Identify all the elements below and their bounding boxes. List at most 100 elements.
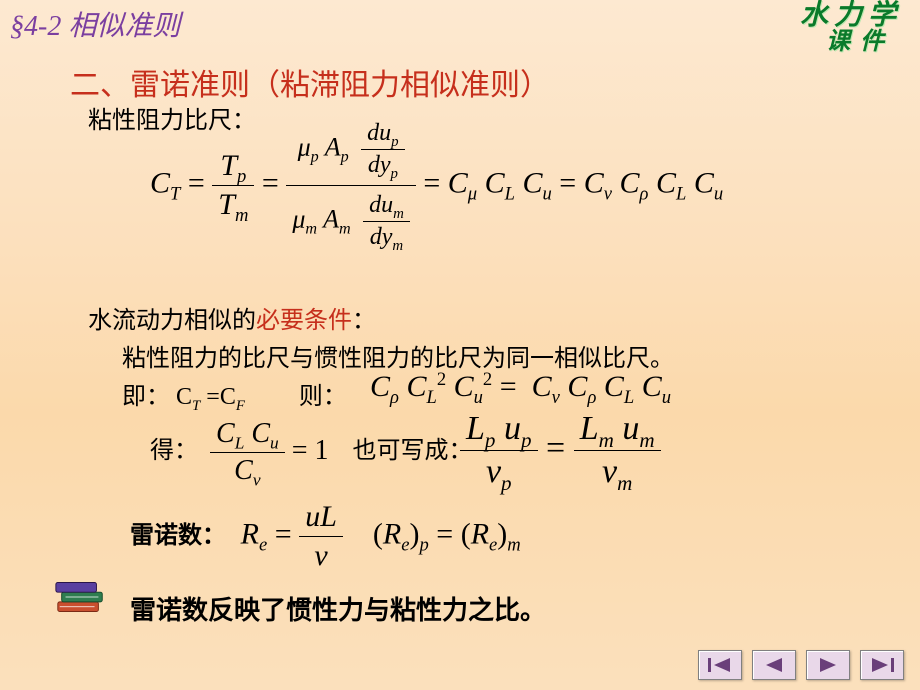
sub-p: p <box>237 166 246 187</box>
e5b-m3: m <box>617 471 632 495</box>
e380-sq1: 2 <box>437 369 446 390</box>
e6-eq: = <box>275 517 299 550</box>
e5b-p1: p <box>485 428 496 452</box>
e6-e: e <box>259 534 267 555</box>
e5-CL: C <box>216 418 235 449</box>
sym-A-m: A <box>323 204 339 233</box>
frac-Tp-Tm: Tp Tm <box>212 149 254 222</box>
sym-mu-m: μ <box>292 204 305 233</box>
e5-Cnu: C <box>234 455 253 486</box>
sub-p3: p <box>341 149 349 166</box>
txt-nec-b: 必要条件 <box>256 308 352 334</box>
e6-nu: ν <box>299 537 343 573</box>
nav-next-button[interactable] <box>806 650 850 680</box>
sym-Cnu: C <box>584 166 604 199</box>
e6-rp1: ) <box>409 517 419 550</box>
equation-lpup: Lp up νp = Lm um νm <box>460 410 661 491</box>
e380-Crho: C <box>370 370 390 403</box>
e5-Cu: C <box>251 418 270 449</box>
sub-m4: m <box>393 206 404 222</box>
e380-Cu: C <box>454 370 474 403</box>
txt-de: 得： <box>150 438 198 464</box>
sub-m: m <box>235 205 248 226</box>
sym-Tp: T <box>220 149 237 182</box>
op-eq2: = <box>262 166 286 199</box>
equation-ct: CT = Tp Tm = μp Ap dup dyp μm Am dum dym… <box>150 120 890 290</box>
sub-m2: m <box>305 221 317 238</box>
e380-sq2: 2 <box>483 369 492 390</box>
e6-rp2: ) <box>497 517 507 550</box>
logo-line2: 课件 <box>800 30 902 54</box>
e380-Cnu: C <box>532 370 552 403</box>
sub-L2: L <box>676 183 686 204</box>
e5b-Lm: L <box>580 410 599 447</box>
frac-big: μp Ap dup dyp μm Am dum dym <box>286 120 416 251</box>
e6-uL: uL <box>299 500 343 537</box>
sym-Tm: T <box>218 188 235 221</box>
e5b-up: u <box>504 410 521 447</box>
e380-u: u <box>474 387 483 408</box>
sub-p2: p <box>311 149 319 166</box>
sub-L: L <box>505 183 515 204</box>
txt-ji: 即： <box>122 384 170 410</box>
e380-Crho2: C <box>567 370 587 403</box>
e5b-eq: = <box>546 429 574 466</box>
sub-nu: ν <box>604 183 612 204</box>
txt-nec-c: ： <box>352 308 376 334</box>
sym-mu-p: μ <box>298 132 311 161</box>
equation-clcu: CL Cu Cν = 1 <box>210 418 329 487</box>
sym-dum: du <box>369 192 393 218</box>
e6-R: R <box>241 517 259 550</box>
sym-dyp: dy <box>368 152 391 178</box>
e5b-m1: m <box>599 428 614 452</box>
e5b-p2: p <box>521 428 532 452</box>
e380-u2: u <box>662 387 671 408</box>
sub-p4: p <box>391 134 398 150</box>
sub-m5: m <box>392 238 403 254</box>
e6-mm: m <box>507 534 520 555</box>
sub-mu: μ <box>468 183 477 204</box>
e5b-nup: ν <box>486 453 501 490</box>
op-eq3: = <box>423 166 447 199</box>
nav-last-button[interactable] <box>860 650 904 680</box>
sym-Cu2: C <box>694 166 714 199</box>
equation-crho: Cρ CL2 Cu2 = Cν Cρ CL Cu <box>370 370 671 404</box>
sym-Crho: C <box>620 166 640 199</box>
sym-Cmu: C <box>448 166 468 199</box>
nav-bar <box>698 650 904 680</box>
sub-F: F <box>236 398 245 414</box>
txt-reynolds: 雷诺数： <box>130 522 226 549</box>
sym-CL2: C <box>656 166 676 199</box>
e5b-um: u <box>622 410 639 447</box>
e380-rho: ρ <box>390 387 399 408</box>
sym-dym: dy <box>370 224 393 250</box>
op-eq: = <box>188 166 212 199</box>
e380-eq: = <box>500 370 524 403</box>
e6-R2: R <box>383 517 401 550</box>
sub-u: u <box>543 183 552 204</box>
e380-Cu2: C <box>642 370 662 403</box>
sym-CL: C <box>485 166 505 199</box>
e6-R3: R <box>471 517 489 550</box>
section-title: 二、雷诺准则（粘滞阻力相似准则） <box>70 60 550 104</box>
books-icon <box>52 572 110 624</box>
e380-L: L <box>426 387 436 408</box>
e380-nu: ν <box>552 387 560 408</box>
e6-eq2: = <box>436 517 460 550</box>
sub-p5: p <box>391 166 398 182</box>
e380-L2: L <box>624 387 634 408</box>
nav-first-button[interactable] <box>698 650 742 680</box>
txt-nec-a: 水流动力相似的 <box>88 308 256 334</box>
sub-T: T <box>170 183 180 204</box>
nav-prev-button[interactable] <box>752 650 796 680</box>
sym-eqC: =C <box>206 384 236 410</box>
txt-also: 也可写成： <box>353 438 473 464</box>
e5b-p3: p <box>501 471 512 495</box>
e5-nu: ν <box>253 471 261 490</box>
e380-rho2: ρ <box>587 387 596 408</box>
course-logo: 水力学 课件 <box>800 2 902 54</box>
e5b-Lp: L <box>466 410 485 447</box>
e6-pp: p <box>419 534 428 555</box>
sym-C: C <box>150 166 170 199</box>
e5-one: = 1 <box>292 435 329 466</box>
